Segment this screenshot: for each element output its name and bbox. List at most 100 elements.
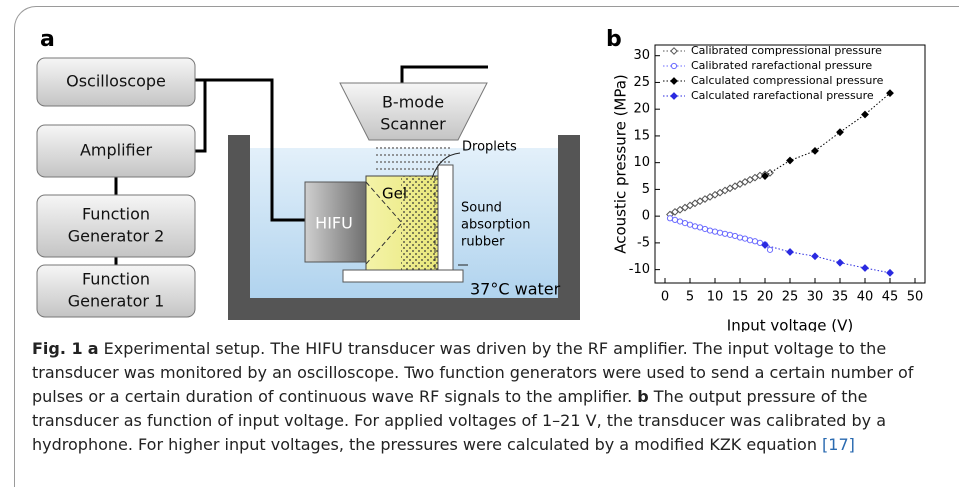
x-tick-label: 45: [882, 290, 899, 305]
marker: [721, 186, 729, 195]
marker: [666, 215, 674, 222]
amplifier-box: [36, 124, 196, 178]
base-plate: [342, 269, 464, 283]
legend-marker: [670, 92, 678, 100]
wires: [114, 65, 488, 265]
marker: [671, 207, 679, 216]
scanner-label: Scanner: [380, 115, 446, 134]
x-tick-label: 25: [782, 290, 799, 305]
x-tick-label: 5: [686, 290, 694, 305]
legend-label: Calibrated rarefactional pressure: [691, 59, 872, 72]
marker: [761, 241, 769, 249]
y-tick-label: 30: [633, 48, 650, 63]
marker: [721, 230, 729, 237]
marker: [681, 203, 689, 212]
figure: a Oscilloscope Amplifier Function Genera…: [36, 27, 926, 333]
x-tick-label: 15: [732, 290, 749, 305]
annotation: 37°C water: [470, 280, 561, 299]
x-tick-label: 20: [757, 290, 774, 305]
annotation: rubber: [461, 235, 505, 250]
gel-label: Gel: [382, 185, 407, 203]
y-tick-label: 5: [642, 182, 650, 197]
annotation: absorption: [461, 218, 530, 233]
legend-label: Calibrated compressional pressure: [691, 44, 882, 57]
y-tick-label: 15: [633, 128, 650, 143]
marker: [751, 238, 759, 245]
x-tick-label: 50: [907, 290, 924, 305]
figure-border: [14, 6, 959, 487]
marker: [686, 221, 694, 228]
caption-text: The output pressure of the transducer as…: [32, 387, 887, 454]
marker: [761, 172, 769, 180]
marker: [886, 268, 894, 277]
marker: [716, 188, 724, 197]
marker: [861, 110, 869, 119]
marker: [676, 205, 684, 214]
box-label: Oscilloscope: [66, 72, 166, 91]
box-label: Function: [82, 270, 150, 289]
droplets: [401, 176, 438, 270]
x-tick-label: 35: [832, 290, 849, 305]
marker: [736, 234, 744, 241]
marker: [681, 219, 689, 227]
x-tick-label: 40: [857, 290, 874, 305]
arrow: [431, 152, 461, 179]
marker: [746, 237, 754, 244]
marker: [711, 228, 719, 235]
panel-ref: a: [87, 339, 99, 358]
marker: [676, 218, 684, 225]
y-tick-label: 0: [642, 209, 650, 224]
marker: [716, 229, 724, 236]
legend-label: Calculated rarefactional pressure: [691, 89, 874, 102]
y-tick-label: 10: [633, 155, 650, 170]
marker: [706, 227, 714, 234]
marker: [731, 182, 739, 191]
marker: [701, 195, 709, 203]
marker: [701, 225, 709, 233]
y-tick-label: 25: [633, 75, 650, 90]
rubber: [437, 164, 454, 271]
y-axis-label: Acoustic pressure (MPa): [612, 74, 630, 254]
marker: [786, 248, 794, 256]
scanner-label: B-mode: [382, 93, 444, 112]
tank: [228, 135, 580, 320]
caption: Fig. 1 a Experimental setup. The HIFU tr…: [32, 337, 937, 457]
marker: [711, 190, 719, 199]
generator-box: [36, 264, 196, 318]
annotation: Droplets: [462, 140, 517, 155]
marker: [726, 184, 734, 193]
panel-label: a: [40, 27, 55, 52]
marker: [811, 252, 819, 261]
marker: [706, 192, 714, 201]
box-label: Amplifier: [80, 141, 153, 160]
hifu: [304, 181, 368, 263]
legend-label: Calculated compressional pressure: [691, 74, 884, 87]
marker: [696, 224, 704, 231]
marker: [691, 223, 699, 230]
x-axis-label: Input voltage (V): [727, 317, 853, 333]
legend-marker: [670, 62, 678, 70]
reference-link[interactable]: [17]: [822, 435, 855, 454]
scanner: [339, 82, 488, 141]
generator-box: [36, 194, 196, 258]
x-tick-label: 10: [707, 290, 724, 305]
y-tick-label: 20: [633, 102, 650, 117]
series-line: [764, 244, 891, 274]
legend-marker: [670, 77, 678, 85]
marker: [861, 264, 869, 272]
marker: [686, 201, 694, 210]
x-tick-label: 30: [807, 290, 824, 305]
marker: [741, 235, 749, 242]
marker: [746, 175, 754, 184]
marker: [786, 156, 794, 165]
figure-label: Fig. 1: [32, 339, 83, 358]
box-label: Generator 1: [68, 292, 165, 311]
focus-cone: [365, 181, 403, 265]
plot: 0 5 10 15 20 25 30 35 40 45 50 -10 -5 0 5 10 15 20 25 30 Cal…: [629, 44, 926, 305]
marker: [836, 128, 844, 137]
marker: [836, 258, 844, 267]
ultrasound-beam: [376, 147, 450, 170]
marker: [766, 246, 774, 253]
hifu-label: HIFU: [315, 214, 353, 233]
marker: [751, 173, 759, 182]
